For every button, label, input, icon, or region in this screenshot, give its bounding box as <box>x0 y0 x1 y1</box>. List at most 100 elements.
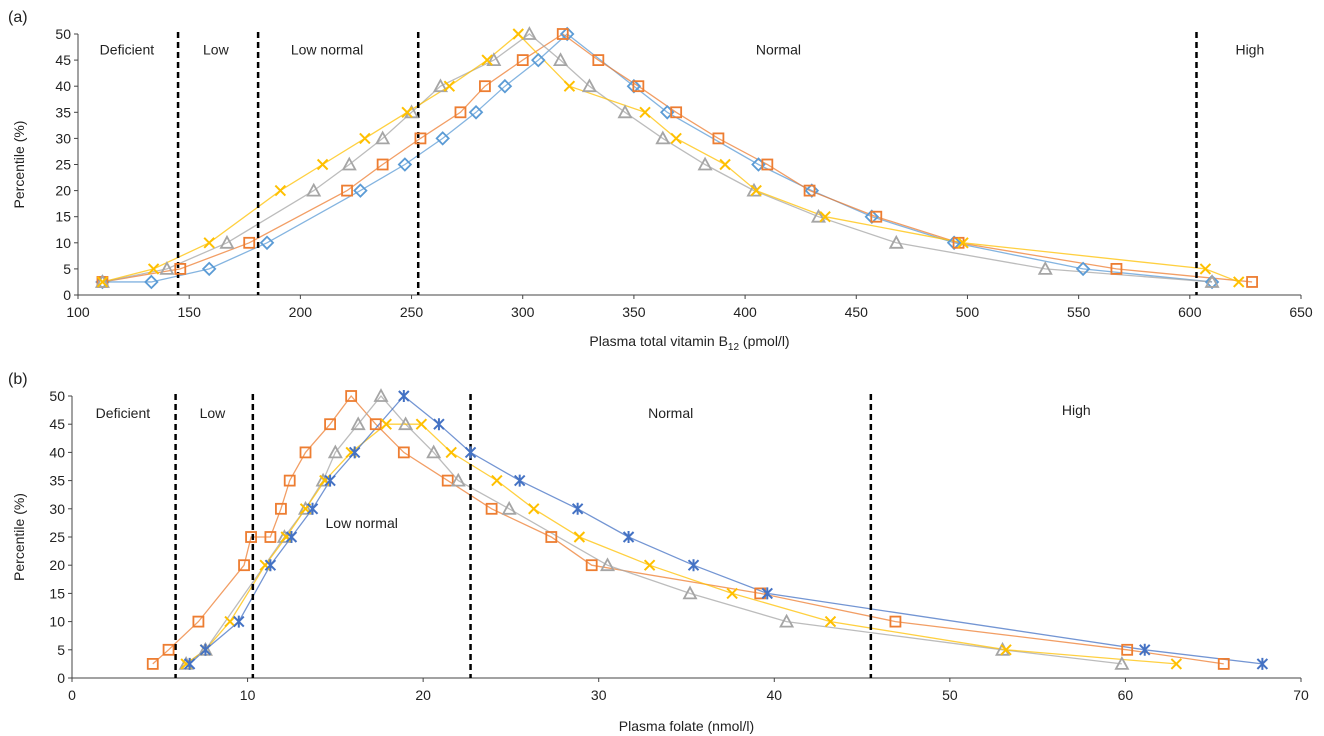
panel-a-series-triangle-point <box>219 234 235 249</box>
panel-b-series-star-point <box>433 418 445 431</box>
panel-a-series-x-point <box>359 132 371 145</box>
panel-b-series-triangle-point <box>779 613 795 628</box>
panel-a-x-tick-label: 600 <box>1178 304 1202 320</box>
panel-a-series-diamond-point <box>95 274 110 290</box>
panel-a-series-x-point <box>401 106 413 119</box>
panel-a-series-x-point <box>957 237 969 249</box>
panel-b-series-square-point <box>146 658 159 670</box>
panel-b-region-label: Normal <box>648 405 693 421</box>
panel-a-series-triangle-point <box>1204 274 1220 288</box>
panel-a-region-label: Deficient <box>100 42 155 58</box>
panel-a-series-triangle-point <box>655 130 671 145</box>
panel-a-series-diamond-point <box>626 78 642 94</box>
panel-b-region-label: High <box>1062 402 1091 418</box>
panel-b-series-square-point <box>585 559 598 572</box>
panel-b-series-star-point <box>199 643 212 656</box>
panel-a-series-square-point <box>1110 262 1123 275</box>
panel-b-series-triangle-point <box>599 557 616 572</box>
panel-b-series-star-point <box>1139 643 1151 656</box>
panel-b-series-star-point <box>464 446 477 459</box>
panel-b-series-square-point <box>485 502 498 515</box>
panel-b-series-star-line <box>189 395 1263 665</box>
panel-a-chart: (a) 0 5 10 15 20 25 30 35 40 45 50 100 150 200 250 300 35… <box>8 9 1313 353</box>
panel-a-series-square-point <box>341 184 353 197</box>
panel-b-series-square-point <box>264 531 277 543</box>
panel-b-series-x-point <box>415 418 428 430</box>
panel-b-series-square-point <box>1121 643 1134 656</box>
panel-b-y-tick-label: 5 <box>57 642 65 658</box>
panel-b-y-tick-label: 25 <box>49 529 65 545</box>
panel-b-series-x-point <box>573 531 586 543</box>
panel-a-y-tick-label: 40 <box>55 78 71 94</box>
panel-b-x-axis-label-main: Plasma folate (nmol/l) <box>619 718 754 734</box>
panel-a-region-label: Low normal <box>291 42 363 58</box>
panel-b-y-tick-label: 45 <box>49 416 65 432</box>
panel-a-y-tick-label: 30 <box>55 130 71 146</box>
panel-a-series-x-point <box>203 237 215 249</box>
panel-a-series-x-point <box>443 80 456 92</box>
panel-b-series-x-point <box>224 615 236 628</box>
panel-b-series-square-point <box>441 474 454 487</box>
panel-b-series-triangle-point <box>682 585 698 600</box>
panel-a-series-diamond-point <box>259 235 275 251</box>
panel-a-region-label: Low <box>203 42 230 58</box>
panel-b-series-x-point <box>259 559 271 571</box>
panel-a-series-square-point <box>1246 276 1258 288</box>
panel-b-series-square-point <box>324 418 336 431</box>
panel-a-x-tick-label: 500 <box>956 304 980 320</box>
panel-b-series-star-point <box>233 615 245 628</box>
panel-b-region-label: Deficient <box>96 405 151 421</box>
panel-b-x-tick-label: 40 <box>766 687 782 703</box>
panel-a-region-label: Normal <box>756 42 801 58</box>
panel-b-series-triangle-point <box>297 500 314 515</box>
panel-b-series-square-point <box>1217 658 1230 670</box>
panel-b-series-x-point <box>824 615 837 628</box>
panel-b-series-star-point <box>285 531 298 543</box>
panel-b-series-star-point <box>761 587 773 600</box>
panel-b-series-square-point <box>754 587 767 600</box>
panel-b-y-tick-label: 15 <box>49 585 65 601</box>
panel-b-series-x-point <box>491 474 503 487</box>
panel-b-series-star-point <box>183 657 196 670</box>
panel-a-series-diamond-point <box>397 157 413 172</box>
panel-b-series-triangle-point <box>373 388 389 402</box>
panel-b-y-tick-label: 0 <box>57 670 65 686</box>
panel-a-x-tick-label: 450 <box>845 304 869 320</box>
panel-b-series-star-point <box>324 474 336 487</box>
panel-a-x-tick-label: 250 <box>400 304 424 320</box>
panel-a-series-square-point <box>803 184 816 197</box>
panel-a-y-tick-label: 5 <box>63 261 71 277</box>
panel-a-y-tick-label: 20 <box>55 183 71 199</box>
panel-a-series-triangle-point <box>553 52 569 66</box>
panel-a-series-x-line <box>102 33 1239 283</box>
panel-a-series-x-point <box>147 263 160 275</box>
panel-a-series-diamond-point <box>144 274 159 290</box>
panel-a-series-triangle-point <box>1037 261 1053 275</box>
panel-b-series-star-point <box>306 502 319 515</box>
panel-a-series-square-point <box>414 132 427 145</box>
panel-b-series-square-point <box>889 615 902 628</box>
panel-a-x-tick-label: 150 <box>178 304 202 320</box>
panel-a-series-diamond-point <box>497 78 513 94</box>
panel-a-series-diamond-point <box>1204 274 1220 290</box>
panel-b-series-triangle-point <box>426 444 442 459</box>
panel-a-series-square-line <box>102 33 1253 283</box>
panel-b-y-tick-label: 35 <box>49 473 65 489</box>
panel-a-series-x-point <box>1199 263 1212 275</box>
panel-b-x-tick-label: 70 <box>1293 687 1309 703</box>
panel-b-series-x-point <box>1000 644 1012 656</box>
panel-a-series-square-point <box>454 106 467 119</box>
panel-a-series-diamond-point <box>946 235 962 251</box>
panel-b-series-x-point <box>380 418 392 430</box>
panel-b-series-star-point <box>348 446 361 459</box>
panel-a-series-triangle-point <box>341 156 357 171</box>
panel-a-series-triangle-point <box>432 78 448 93</box>
panel-b-series-square-point <box>299 446 312 459</box>
panel-b-y-tick-label: 40 <box>49 444 65 460</box>
panel-a-x-axis-label-unit: (pmol/l) <box>739 333 790 349</box>
panel-a-y-tick-label: 50 <box>55 26 71 42</box>
panel-b-series-square-point <box>238 559 250 572</box>
panel-a-y-tick-label: 35 <box>55 104 71 120</box>
panel-b-series-x-point <box>528 503 540 515</box>
panel-a-x-tick-label: 550 <box>1067 304 1091 320</box>
